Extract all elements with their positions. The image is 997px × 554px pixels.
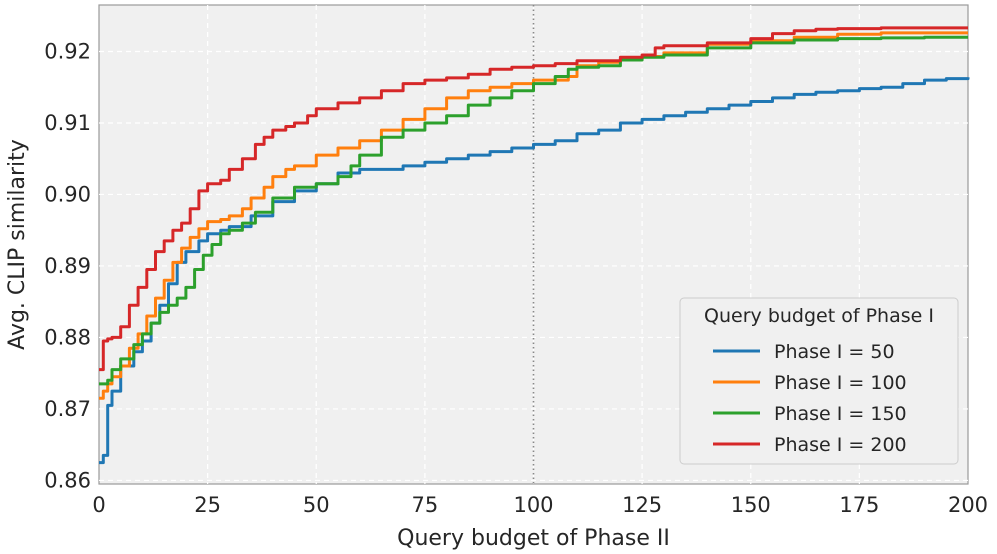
legend-label-4: Phase I = 200 — [774, 434, 907, 456]
legend-items: Phase I = 50 Phase I = 100 Phase I = 150 Ph… — [713, 341, 907, 456]
legend-label-1: Phase I = 50 — [774, 341, 895, 363]
x-tick-label: 100 — [513, 493, 553, 517]
y-tick-label: 0.89 — [44, 254, 91, 278]
y-tick-label: 0.92 — [44, 39, 91, 63]
x-tick-label: 50 — [303, 493, 330, 517]
series-line-4 — [99, 26, 968, 372]
x-tick-label: 75 — [412, 493, 439, 517]
y-tick-labels: 0.86 0.87 0.88 0.89 0.90 0.91 0.92 — [44, 39, 91, 492]
x-tick-label: 0 — [92, 493, 105, 517]
x-tick-label: 200 — [948, 493, 988, 517]
series-line-1 — [99, 77, 970, 465]
x-tick-label: 125 — [622, 493, 662, 517]
y-tick-label: 0.88 — [44, 325, 91, 349]
y-tick-label: 0.87 — [44, 397, 91, 421]
legend-label-2: Phase I = 100 — [774, 372, 907, 394]
x-axis-label: Query budget of Phase II — [397, 526, 670, 551]
y-tick-label: 0.90 — [44, 182, 91, 206]
x-tick-label: 175 — [839, 493, 879, 517]
legend-label-3: Phase I = 150 — [774, 403, 907, 425]
y-tick-label: 0.86 — [44, 468, 91, 492]
y-axis-label: Avg. CLIP similarity — [5, 139, 30, 350]
legend-title: Query budget of Phase I — [704, 305, 934, 327]
legend-box — [679, 297, 959, 465]
x-tick-label: 150 — [731, 493, 771, 517]
x-tick-labels: 0 25 50 75 100 125 150 175 200 — [92, 493, 988, 517]
x-tick-label: 25 — [194, 493, 221, 517]
series-lines — [99, 26, 970, 465]
y-tick-label: 0.91 — [44, 111, 91, 135]
legend: Query budget of Phase I Phase I = 50Phas… — [679, 297, 959, 465]
